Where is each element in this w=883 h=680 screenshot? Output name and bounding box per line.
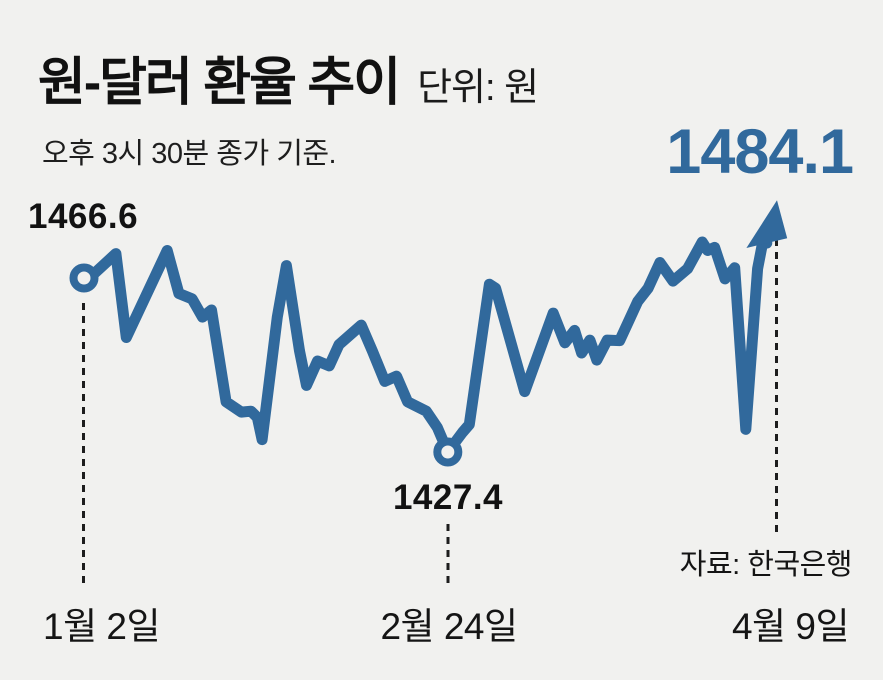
end-date-label: 4월 9일 — [731, 606, 850, 647]
page-title: 원-달러 환율 추이 — [38, 54, 401, 112]
source-label: 자료: 한국은행 — [679, 549, 853, 581]
min-date-label: 2월 24일 — [380, 606, 518, 647]
subtitle: 오후 3시 30분 종가 기준. — [42, 138, 337, 170]
arrow-up-icon — [746, 200, 788, 248]
start-point-marker — [69, 263, 99, 293]
header: 원-달러 환율 추이 단위: 원 — [38, 40, 539, 115]
start-date-label: 1월 2일 — [43, 606, 161, 647]
exchange-rate-line — [78, 234, 773, 458]
min-point-marker — [433, 437, 463, 467]
min-value-label: 1427.4 — [392, 478, 504, 517]
end-value-label: 1484.1 — [666, 117, 854, 187]
start-value-label: 1466.6 — [28, 197, 139, 236]
unit-label: 단위: 원 — [417, 67, 539, 109]
